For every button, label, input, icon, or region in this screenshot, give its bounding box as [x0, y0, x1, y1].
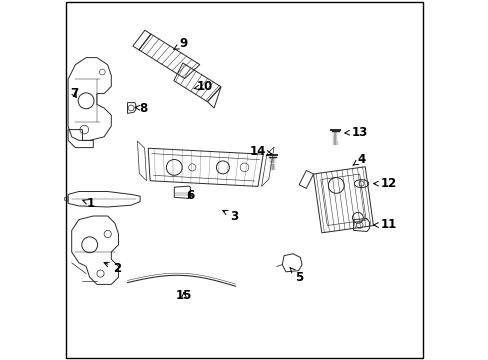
Text: 14: 14: [249, 145, 271, 158]
Text: 8: 8: [135, 102, 147, 114]
Text: 7: 7: [70, 87, 78, 100]
Text: 3: 3: [223, 210, 238, 222]
Text: 12: 12: [373, 177, 396, 190]
Text: 5: 5: [289, 268, 303, 284]
Text: 1: 1: [82, 197, 95, 210]
Text: 6: 6: [185, 189, 194, 202]
Text: 2: 2: [104, 262, 121, 275]
Text: 11: 11: [373, 219, 396, 231]
Text: 9: 9: [173, 37, 187, 50]
Text: 10: 10: [194, 80, 213, 93]
Text: 4: 4: [352, 153, 366, 166]
Text: 13: 13: [344, 126, 367, 139]
Text: 15: 15: [176, 289, 192, 302]
